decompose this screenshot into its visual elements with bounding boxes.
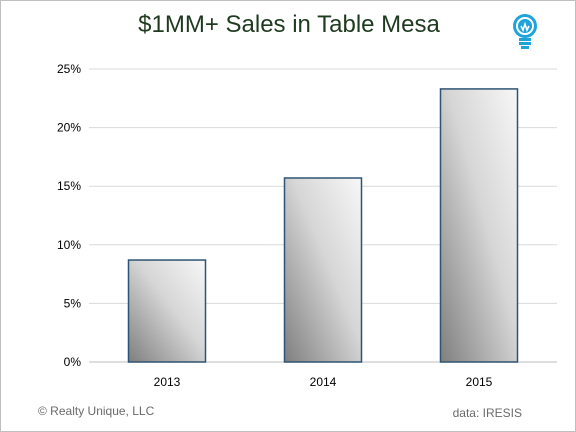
y-tick-label: 20%: [57, 121, 81, 135]
copyright-text: © Realty Unique, LLC: [38, 404, 155, 418]
y-tick-label: 5%: [64, 296, 82, 310]
lightbulb-icon: [513, 14, 537, 49]
y-tick-label: 0%: [64, 355, 82, 369]
bar-chart-plot: 0% 5% 10% 15% 20% 25% 2013 2014 2015: [57, 62, 557, 389]
y-tick-label: 15%: [57, 179, 81, 193]
x-tick-label: 2013: [154, 375, 181, 389]
x-tick-label: 2014: [310, 375, 337, 389]
x-tick-label: 2015: [466, 375, 493, 389]
bar-2013: [127, 259, 207, 363]
data-source-text: data: IRESIS: [452, 406, 522, 420]
bar-2014: [283, 177, 363, 363]
chart-title: $1MM+ Sales in Table Mesa: [138, 11, 440, 38]
bar-2015: [439, 88, 519, 363]
y-tick-label: 25%: [57, 62, 81, 76]
y-tick-label: 10%: [57, 238, 81, 252]
